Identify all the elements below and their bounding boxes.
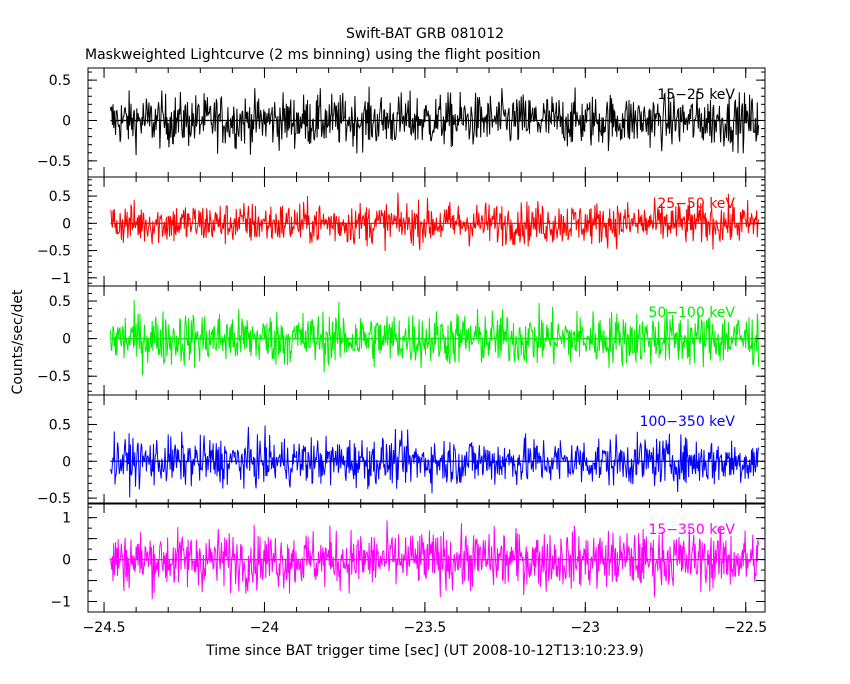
y-axis-label: Counts/sec/det <box>10 289 26 394</box>
y-tick-label: −1 <box>50 271 71 287</box>
panel-5: 1 0 −1 15−350 keV <box>50 502 766 613</box>
panel-frame <box>87 394 766 505</box>
y-tick-label: −1 <box>50 595 71 611</box>
panel-2: 0.5 0 −0.5 −1 25−50 keV <box>37 176 766 287</box>
series-line <box>110 425 760 498</box>
band-label: 15−25 keV <box>657 87 735 103</box>
x-tick-label: −24.5 <box>83 620 126 636</box>
band-label: 50−100 keV <box>648 305 735 321</box>
panel-3: 0.5 0 −0.5 50−100 keV <box>37 285 766 396</box>
panel-frame <box>87 502 766 613</box>
x-tick-label: −23.5 <box>403 620 446 636</box>
panel-4: 0.5 0 −0.5 100−350 keV <box>37 394 766 507</box>
y-tick-label: 0 <box>62 454 71 470</box>
y-tick-label: 0 <box>62 216 71 232</box>
y-tick-label: 0 <box>62 332 71 348</box>
y-tick-label: 0.5 <box>49 189 71 205</box>
y-tick-label: 0.5 <box>49 294 71 310</box>
x-tick-label: −24 <box>250 620 280 636</box>
series-line <box>110 300 760 376</box>
band-label: 100−350 keV <box>640 414 736 430</box>
chart-title: Swift-BAT GRB 081012 <box>346 26 504 42</box>
panel-1: 0.5 0 −0.5 15−25 keV <box>37 67 766 178</box>
band-label: 15−350 keV <box>648 522 735 538</box>
series-line <box>110 192 760 252</box>
y-tick-label: −0.5 <box>37 154 71 170</box>
y-tick-label: −0.5 <box>37 244 71 260</box>
x-tick-label: −23 <box>571 620 601 636</box>
x-tick-label: −22.5 <box>724 620 767 636</box>
y-tick-label: 0 <box>62 553 71 569</box>
y-tick-label: −0.5 <box>37 369 71 385</box>
x-axis-label: Time since BAT trigger time [sec] (UT 20… <box>205 643 644 659</box>
y-tick-label: 0 <box>62 113 71 129</box>
y-tick-label: 0.5 <box>49 417 71 433</box>
y-tick-label: 0.5 <box>49 73 71 89</box>
series-line <box>110 520 760 600</box>
y-tick-label: 1 <box>62 511 71 527</box>
chart-subtitle: Maskweighted Lightcurve (2 ms binning) u… <box>85 47 541 63</box>
band-label: 25−50 keV <box>657 196 735 212</box>
y-tick-label: −0.5 <box>37 491 71 507</box>
